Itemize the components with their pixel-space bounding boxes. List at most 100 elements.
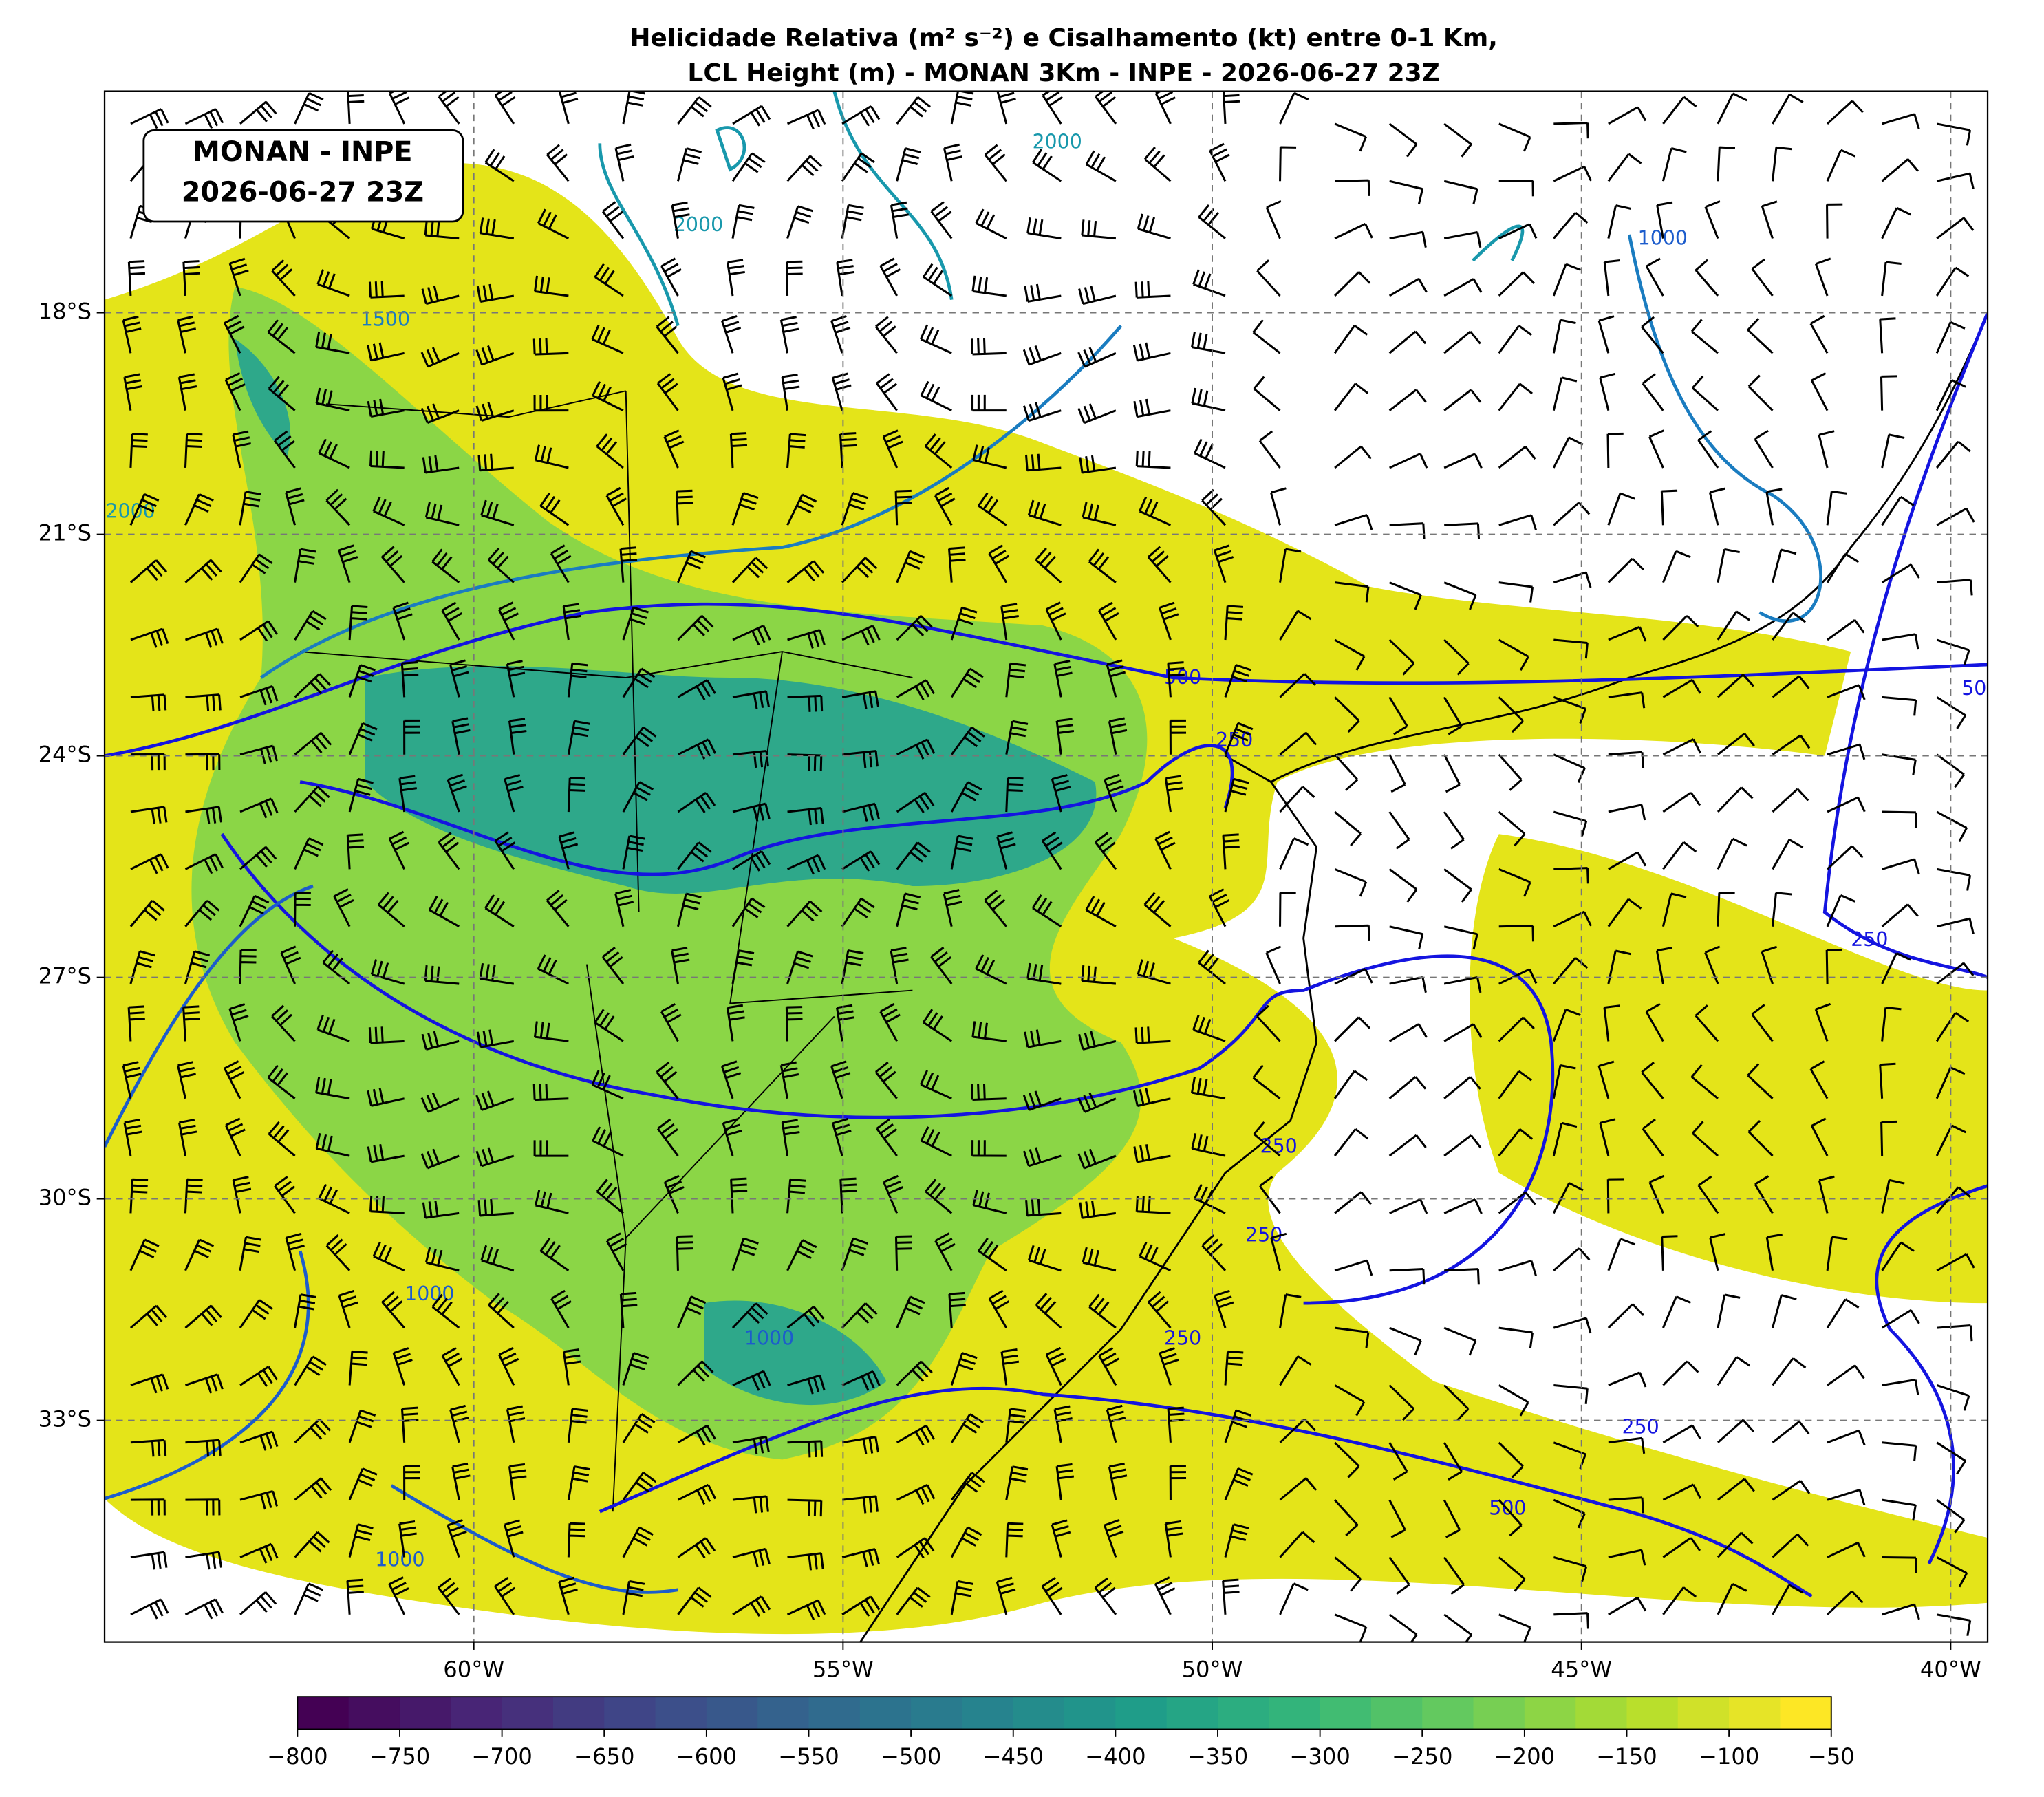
wind-barb	[594, 263, 624, 297]
wind-barb	[785, 1006, 803, 1042]
wind-barb	[614, 889, 634, 927]
wind-barb	[494, 91, 516, 125]
contour-line	[1822, 312, 1988, 1565]
wind-barb	[315, 1077, 350, 1100]
wind-barb	[841, 625, 881, 646]
wind-barb	[294, 1418, 332, 1443]
wind-barb	[1498, 1499, 1523, 1537]
wind-barb	[431, 548, 460, 583]
wind-barb	[874, 316, 898, 354]
wind-barb	[841, 1495, 879, 1514]
wind-barb	[273, 430, 296, 469]
wind-barb	[1334, 513, 1373, 530]
wind-barb	[1108, 1462, 1128, 1500]
wind-barb	[532, 1084, 569, 1101]
wind-barb	[338, 1289, 358, 1328]
wind-barb	[1826, 1298, 1860, 1328]
wind-barb	[1607, 204, 1632, 239]
wind-barb	[1443, 1384, 1470, 1421]
wind-barb	[294, 92, 324, 125]
wind-barb	[841, 897, 875, 927]
wind-barb	[1108, 717, 1128, 755]
wind-barb	[896, 1586, 931, 1615]
wind-barb	[1772, 675, 1810, 698]
wind-barb	[786, 1305, 825, 1329]
wind-barb	[1880, 1120, 1897, 1156]
wind-barb	[971, 338, 1007, 356]
wind-barb	[1106, 659, 1126, 698]
colorbar-band	[757, 1697, 810, 1730]
wind-barb	[1818, 1175, 1835, 1214]
wind-barb	[1169, 719, 1187, 755]
wind-barb	[1085, 150, 1117, 182]
wind-barb	[622, 781, 654, 813]
coastline	[859, 755, 1318, 1642]
wind-barb	[177, 1061, 196, 1099]
wind-barb	[677, 738, 717, 760]
wind-barb	[786, 900, 823, 927]
wind-barb	[294, 1531, 330, 1558]
wind-barb	[1747, 1063, 1774, 1099]
wind-barb	[1388, 1023, 1428, 1042]
wind-barb	[787, 1440, 824, 1458]
wind-barb	[1662, 791, 1701, 813]
wind-barb	[1608, 1549, 1646, 1566]
wind-barb	[537, 208, 570, 239]
wind-barb	[1265, 945, 1282, 984]
wind-barb	[1498, 446, 1536, 469]
wind-barb	[1936, 1613, 1972, 1636]
wind-barb	[677, 1537, 716, 1559]
wind-barb	[1164, 1520, 1183, 1558]
wind-barb	[1553, 571, 1592, 588]
wind-barb	[896, 1483, 936, 1505]
wind-barb	[1279, 92, 1309, 125]
wind-barb	[1388, 1499, 1406, 1538]
wind-barb	[1809, 314, 1829, 354]
wind-barb	[1881, 495, 1915, 526]
wind-barb	[721, 1060, 742, 1099]
wind-barb	[123, 373, 142, 411]
wind-barb	[123, 1119, 142, 1156]
wind-barb	[1717, 610, 1750, 641]
info-box-line: 2026-06-27 23Z	[182, 177, 424, 208]
wind-barb	[622, 1472, 657, 1501]
wind-barb	[1334, 638, 1366, 671]
wind-barb	[1772, 93, 1804, 125]
wind-barb	[1772, 892, 1792, 927]
wind-barb	[1660, 489, 1678, 526]
wind-barb	[1279, 1582, 1309, 1615]
wind-barb	[130, 108, 169, 129]
wind-barb	[441, 601, 463, 641]
wind-barb	[1077, 347, 1117, 368]
wind-barb	[421, 1031, 460, 1051]
wind-barb	[1608, 751, 1645, 768]
wind-barb	[1607, 1238, 1636, 1271]
wind-barb	[841, 152, 875, 182]
wind-barb	[677, 550, 706, 583]
wind-barb	[130, 1551, 168, 1570]
wind-barb	[601, 946, 625, 984]
wind-barb	[1498, 968, 1538, 985]
wind-barb	[1827, 1489, 1866, 1505]
wind-barb	[182, 260, 200, 297]
colorbar-band	[1524, 1697, 1577, 1730]
wind-barb	[494, 831, 516, 870]
wind-barb	[1279, 610, 1312, 641]
wind-barb	[185, 1439, 222, 1457]
wind-barb	[732, 1595, 771, 1617]
wind-barb	[1772, 1584, 1804, 1615]
wind-barb	[1334, 581, 1370, 603]
wind-barb	[950, 781, 982, 813]
wind-barb	[1717, 1356, 1751, 1386]
wind-barb	[1936, 917, 1975, 934]
wind-barb	[1333, 1499, 1359, 1537]
wind-barb	[622, 1580, 645, 1615]
wind-barb	[1335, 924, 1370, 941]
wind-barb	[676, 489, 693, 526]
wind-barb	[185, 693, 222, 711]
wind-barb	[1552, 436, 1584, 469]
wind-barb	[381, 546, 405, 583]
wind-barb	[677, 1483, 717, 1505]
wind-barb	[1553, 1498, 1586, 1529]
wind-barb	[1055, 718, 1075, 755]
